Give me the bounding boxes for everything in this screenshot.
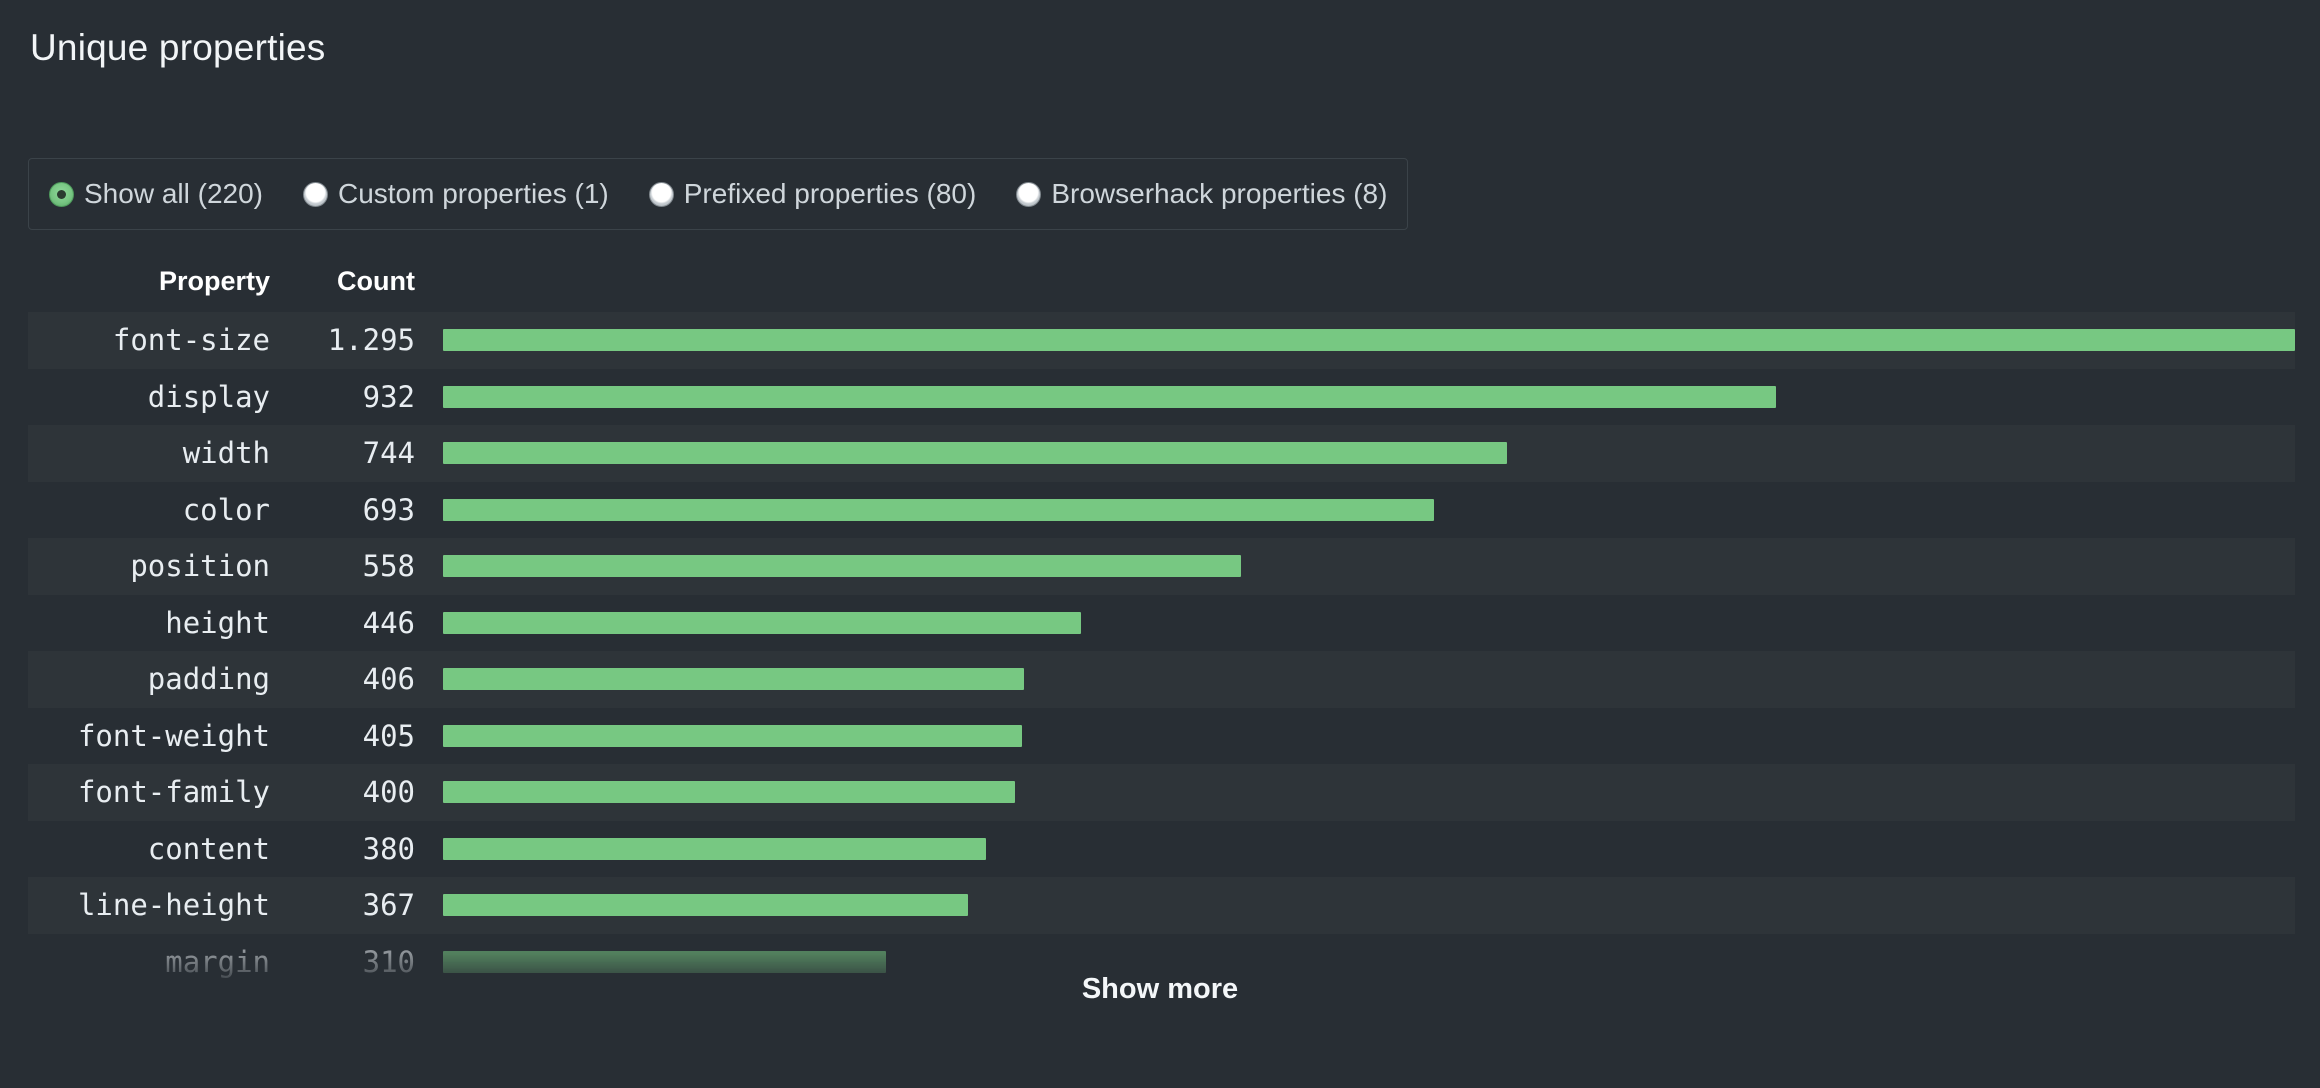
cell-count: 310 xyxy=(362,944,415,979)
count-bar xyxy=(443,442,1507,465)
bar-track xyxy=(443,877,2295,934)
table-row[interactable]: font-family 400 xyxy=(0,764,2320,821)
radio-indicator-icon[interactable] xyxy=(49,181,74,207)
table-row[interactable]: color 693 xyxy=(0,482,2320,539)
table-row[interactable]: height 446 xyxy=(0,595,2320,652)
cell-property: margin xyxy=(165,944,270,979)
radio-label: Show all (220) xyxy=(84,178,263,209)
cell-count: 558 xyxy=(362,549,415,583)
cell-property: font-weight xyxy=(77,718,270,753)
radio-label: Prefixed properties (80) xyxy=(683,178,977,209)
cell-count: 446 xyxy=(362,605,415,640)
table-row[interactable]: font-weight 405 xyxy=(0,708,2320,765)
bar-track xyxy=(443,651,2295,708)
table-row[interactable]: content 380 xyxy=(0,821,2320,878)
radio-label: Custom properties (1) xyxy=(337,178,609,209)
cell-property: width xyxy=(182,436,270,470)
radio-label: Browserhack properties (8) xyxy=(1051,178,1388,209)
cell-property: font-family xyxy=(77,775,270,809)
cell-property: position xyxy=(130,549,270,583)
count-bar xyxy=(443,894,968,917)
show-more-button[interactable]: Show more xyxy=(1081,973,1239,1005)
properties-table: Property Count font-size 1.295 display 932 w… xyxy=(0,268,2320,990)
cell-count: 367 xyxy=(362,888,415,922)
radio-indicator-icon[interactable] xyxy=(1016,181,1042,207)
cell-count: 744 xyxy=(362,436,415,470)
count-bar xyxy=(443,724,1023,747)
table-row[interactable]: position 558 xyxy=(0,538,2320,595)
count-bar xyxy=(443,329,2295,352)
page-title: Unique properties xyxy=(30,27,326,68)
count-bar xyxy=(443,950,887,973)
table-row[interactable]: font-size 1.295 xyxy=(0,312,2320,369)
cell-property: display xyxy=(147,379,270,414)
table-header-row: Property Count xyxy=(0,268,2320,312)
bar-track xyxy=(443,482,2295,539)
table-row[interactable]: margin 310 xyxy=(0,934,2320,991)
property-filter-group: Show all (220) Custom properties (1) Pre… xyxy=(28,158,1409,230)
cell-count: 1.295 xyxy=(327,323,415,357)
table-row[interactable]: display 932 xyxy=(0,369,2320,426)
radio-indicator-icon[interactable] xyxy=(302,181,328,207)
cell-count: 406 xyxy=(362,662,415,696)
count-bar xyxy=(443,555,1241,578)
bar-track xyxy=(443,934,2295,991)
bar-track xyxy=(443,369,2295,426)
bar-track xyxy=(443,312,2295,369)
cell-count: 380 xyxy=(362,831,415,866)
cell-property: padding xyxy=(147,662,270,696)
table-row[interactable]: padding 406 xyxy=(0,651,2320,708)
count-bar xyxy=(443,668,1024,691)
table-body: font-size 1.295 display 932 width 744 color 693… xyxy=(0,312,2320,990)
table-row[interactable]: line-height 367 xyxy=(0,877,2320,934)
row-background xyxy=(28,764,2295,821)
column-header-property: Property xyxy=(158,266,270,296)
table-row[interactable]: width 744 xyxy=(0,425,2320,482)
cell-property: content xyxy=(147,831,270,866)
count-bar xyxy=(443,498,1435,521)
count-bar xyxy=(443,611,1081,634)
radio-indicator-icon[interactable] xyxy=(648,181,674,207)
radio-option-show-all[interactable]: Show all (220) xyxy=(49,180,263,208)
radio-option-prefixed-properties[interactable]: Prefixed properties (80) xyxy=(648,178,977,209)
bar-track xyxy=(443,708,2295,765)
bar-track xyxy=(443,595,2295,652)
bar-track xyxy=(443,538,2295,595)
count-bar xyxy=(443,781,1016,804)
radio-option-browserhack-properties[interactable]: Browserhack properties (8) xyxy=(1016,180,1387,208)
bar-track xyxy=(443,821,2295,878)
cell-count: 405 xyxy=(362,718,415,753)
cell-property: color xyxy=(182,492,270,527)
row-background xyxy=(28,651,2295,708)
cell-count: 693 xyxy=(362,492,415,527)
count-bar xyxy=(443,837,987,860)
cell-count: 932 xyxy=(362,379,415,414)
cell-property: line-height xyxy=(77,888,270,922)
count-bar xyxy=(443,385,1776,408)
cell-property: height xyxy=(165,605,270,640)
column-header-count: Count xyxy=(337,266,415,296)
bar-track xyxy=(443,425,2295,482)
radio-option-custom-properties[interactable]: Custom properties (1) xyxy=(302,178,609,209)
cell-property: font-size xyxy=(112,323,270,357)
row-background xyxy=(28,877,2295,934)
bar-track xyxy=(443,764,2295,821)
cell-count: 400 xyxy=(362,775,415,809)
